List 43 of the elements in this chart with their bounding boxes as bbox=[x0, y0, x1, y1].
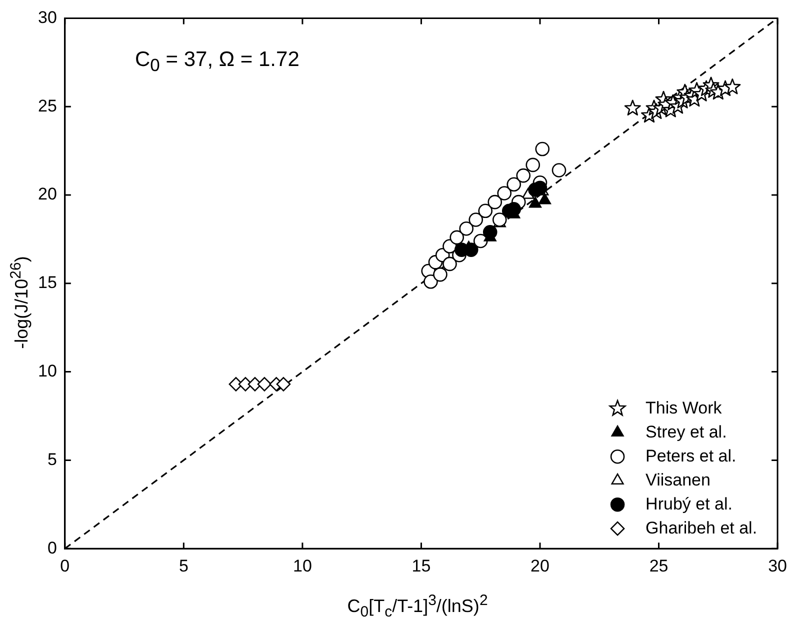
point bbox=[492, 212, 507, 227]
point bbox=[516, 168, 531, 183]
annotation: C$_{0}$ = 37, Ω = 1.72 bbox=[135, 48, 300, 76]
x-tick-label: 25 bbox=[649, 556, 668, 576]
x-tick-label: 30 bbox=[768, 556, 788, 576]
legend-label: Viisanen bbox=[646, 470, 710, 490]
point bbox=[526, 158, 540, 172]
point bbox=[624, 100, 641, 116]
x-tick-label: 5 bbox=[178, 556, 188, 576]
point bbox=[424, 274, 438, 289]
point bbox=[528, 196, 542, 208]
point bbox=[433, 267, 448, 282]
x-tick-label: 10 bbox=[292, 556, 312, 576]
point bbox=[450, 230, 464, 245]
x-tick-label: 15 bbox=[412, 556, 431, 576]
legend-label: This Work bbox=[646, 398, 722, 418]
point bbox=[506, 177, 522, 192]
legend-label: Hrubý et al. bbox=[646, 494, 732, 514]
y-tick-label: 10 bbox=[38, 361, 57, 380]
point bbox=[488, 194, 502, 210]
point bbox=[497, 186, 512, 200]
legend-label: Strey et al. bbox=[646, 422, 727, 442]
y-tick-label: 20 bbox=[38, 184, 57, 204]
x-tick-label: 20 bbox=[530, 556, 550, 576]
legend-label: Gharibeh et al. bbox=[646, 518, 758, 538]
point bbox=[552, 163, 566, 178]
point bbox=[276, 377, 291, 392]
y-tick-label: 5 bbox=[47, 450, 57, 469]
y-tick-label: 0 bbox=[47, 538, 57, 558]
legend-label: Peters et al. bbox=[646, 446, 736, 466]
x-tick-label: 0 bbox=[60, 556, 70, 576]
point bbox=[478, 204, 493, 218]
y-tick-label: 25 bbox=[38, 96, 57, 116]
point bbox=[535, 142, 550, 156]
point bbox=[442, 256, 457, 272]
point bbox=[724, 78, 741, 94]
point bbox=[257, 377, 272, 392]
y-tick-label: 15 bbox=[38, 273, 57, 292]
y-tick-label: 30 bbox=[38, 8, 57, 27]
point bbox=[538, 193, 552, 204]
x-axis-title: C$_{0}$[T$_{c}$/T-1]$^{3}$/(lnS)$^{2}$ bbox=[346, 592, 489, 621]
point bbox=[459, 221, 474, 236]
point bbox=[468, 212, 484, 227]
